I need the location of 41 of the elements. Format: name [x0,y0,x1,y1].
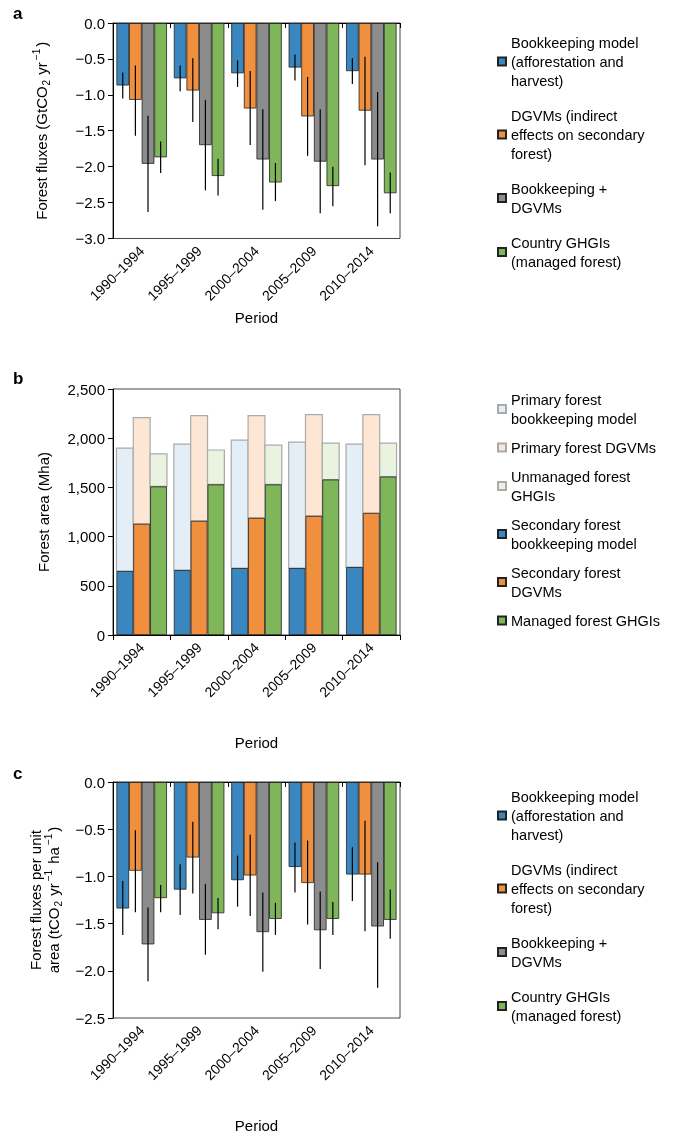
legend-label: Secondary forest DGVMs [511,564,625,600]
legend-label: Managed forest GHGIs [511,612,661,629]
y-tick-label: −3.0 [75,229,105,247]
y-tick-label: −2.0 [75,962,105,980]
legend-label: Bookkeeping model (afforestation and harvest) [511,788,643,843]
x-axis-title: Period [234,1117,279,1134]
chart-title: a [13,4,23,23]
y-tick-label: 1,500 [67,478,105,496]
y-tick-label: −1.0 [75,867,105,885]
legend-label: Primary forest DGVMs [511,439,657,456]
legend-label: Country GHGIs (managed forest) [511,234,622,270]
y-tick-label: −1.5 [75,915,105,933]
legend-label: Secondary forest bookkeeping model [511,516,637,552]
y-tick-label: 2,000 [67,429,105,447]
y-tick-label: −1.0 [75,86,105,104]
y-tick-label: −1.5 [75,122,105,140]
y-tick-label: 2,500 [67,380,105,398]
y-tick-label: 0.0 [84,773,105,791]
y-tick-label: −2.5 [75,194,105,212]
y-tick-label: −2.5 [75,1009,105,1027]
y-tick-label: 0 [96,626,105,644]
x-axis-title: Period [234,734,279,751]
y-axis-title: Forest area (Mha) [35,451,52,573]
y-tick-label: −2.0 [75,158,105,176]
y-tick-label: −0.5 [75,820,105,838]
chart-title: b [13,369,24,388]
legend-label: Bookkeeping + DGVMs [511,180,612,216]
legend-label: Unmanaged forest GHGIs [511,468,635,504]
legend-label: Country GHGIs (managed forest) [511,988,622,1024]
y-axis-title: Forest fluxes (GtCO2 yr−1) [30,41,52,220]
legend-label: Bookkeeping model (afforestation and harvest) [511,34,643,89]
y-tick-label: 0.0 [84,14,105,32]
y-tick-label: 500 [79,577,105,595]
y-tick-label: −0.5 [75,50,105,68]
legend-label: DGVMs (indirect effects on secondary forest) [511,861,649,916]
chart-title: c [13,764,23,783]
legend-label: Bookkeeping + DGVMs [511,934,612,970]
legend-label: DGVMs (indirect effects on secondary forest) [511,107,649,162]
x-axis-title: Period [234,309,279,326]
legend-label: Primary forest bookkeeping model [511,391,637,427]
y-tick-label: 1,000 [67,528,105,546]
